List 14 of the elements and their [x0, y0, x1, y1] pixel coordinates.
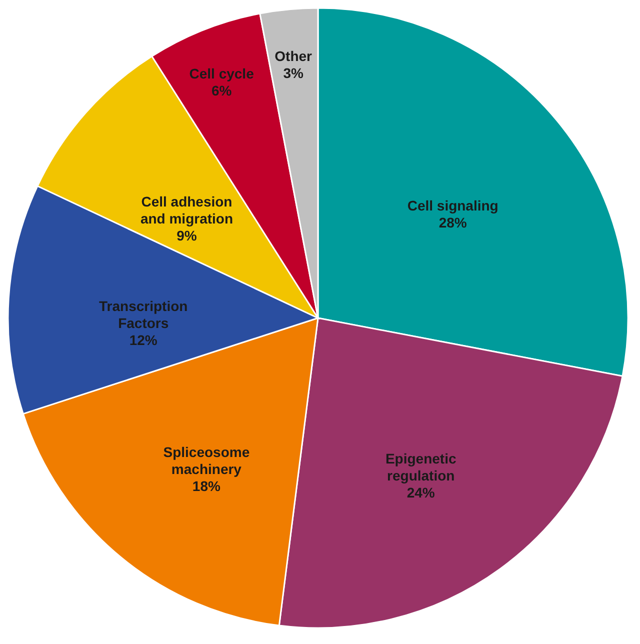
slice-label: Other [274, 48, 313, 64]
slice-label: Transcription Factors [99, 298, 188, 332]
data-label: 6% [211, 82, 232, 98]
slice-label: Cell adhesion and migration [140, 193, 234, 226]
data-label: 12% [129, 332, 158, 348]
data-label: 3% [283, 65, 304, 82]
data-label: 9% [176, 227, 198, 244]
slice-label: Cell cycle [189, 65, 254, 82]
data-label: 18% [192, 478, 222, 494]
slice-label: Cell signaling [407, 197, 498, 214]
slice-label: Epigenetic regulation [385, 450, 456, 484]
data-label: 28% [438, 214, 468, 230]
slice-label: Spliceosome machinery [163, 444, 250, 477]
data-label: 24% [406, 484, 436, 501]
